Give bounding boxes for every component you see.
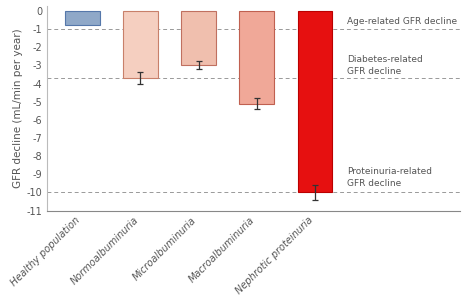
Text: Diabetes-related
GFR decline: Diabetes-related GFR decline [347, 55, 423, 76]
Text: Age-related GFR decline: Age-related GFR decline [347, 17, 457, 26]
Bar [297, 11, 332, 192]
Bar [123, 11, 158, 78]
Bar [181, 11, 216, 66]
Bar [65, 11, 100, 24]
Y-axis label: GFR decline (mL/min per year): GFR decline (mL/min per year) [13, 28, 23, 188]
Text: Proteinuria-related
GFR decline: Proteinuria-related GFR decline [347, 168, 432, 188]
Bar [239, 11, 274, 104]
